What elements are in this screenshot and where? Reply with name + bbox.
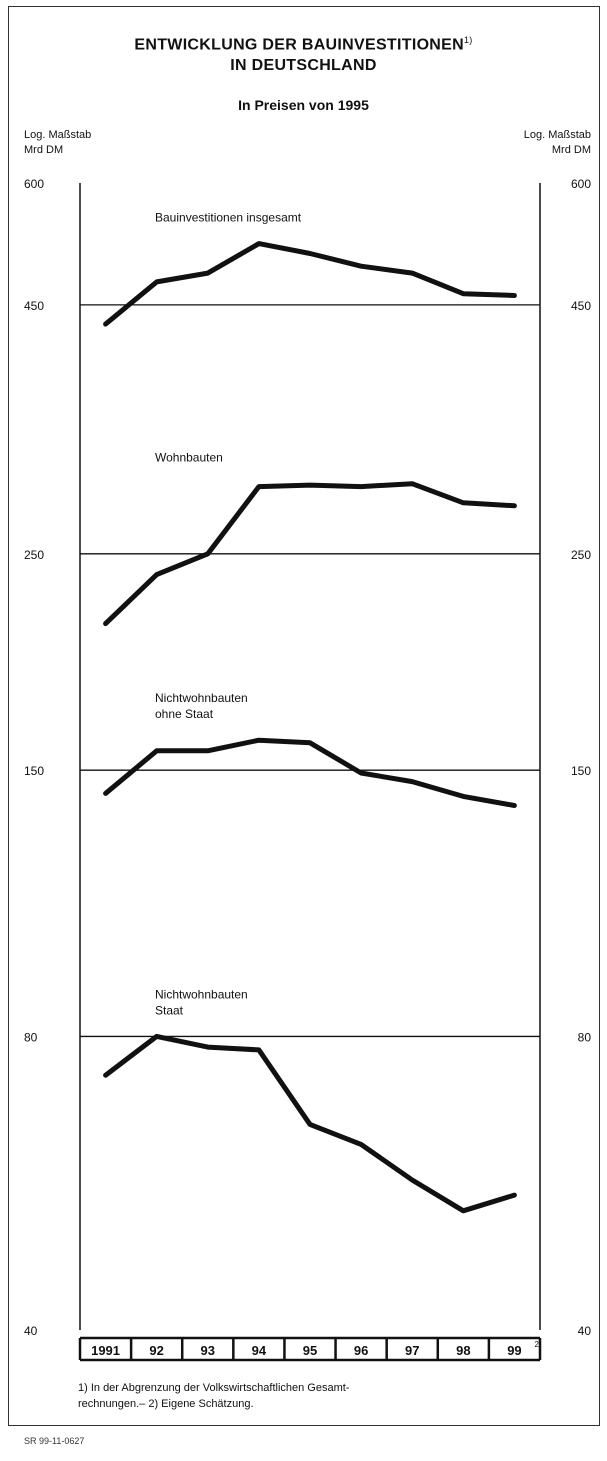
x-tick-label: 1991	[91, 1343, 120, 1358]
x-tick-label: 97	[405, 1343, 419, 1358]
x-tick-label: 96	[354, 1343, 368, 1358]
y-tick-label-left: 600	[24, 177, 44, 191]
y-scale-label-right-line-2: Mrd DM	[551, 144, 591, 156]
x-tick-label: 95	[303, 1343, 317, 1358]
series-line-3	[103, 737, 517, 808]
y-tick-label-right: 150	[571, 764, 591, 778]
y-tick-label-left: 250	[24, 548, 44, 562]
y-scale-label-left: Log. Maßstab Mrd DM	[24, 128, 91, 158]
series-line-1	[103, 241, 517, 327]
series-line-2	[103, 481, 517, 627]
chart-title-line-2: IN DEUTSCHLAND	[230, 57, 377, 74]
y-scale-label-right-line-1: Log. Maßstab	[523, 129, 591, 141]
x-tick-label: 98	[456, 1343, 470, 1358]
series-label-3: Nichtwohnbauten	[155, 691, 248, 705]
x-tick-label: 99	[507, 1343, 521, 1358]
y-tick-label-right: 600	[571, 177, 591, 191]
y-tick-label-right: 40	[578, 1324, 592, 1338]
series-label-2: Wohnbauten	[155, 451, 223, 465]
y-scale-label-left-line-1: Log. Maßstab	[24, 129, 92, 141]
source-id: SR 99-11-0627	[24, 1436, 85, 1446]
chart-subtitle: In Preisen von 1995	[238, 97, 369, 113]
y-tick-label-left: 80	[24, 1030, 38, 1044]
chart-frame	[8, 6, 600, 1426]
footnote-line-2: rechnungen.– 2) Eigene Schätzung.	[78, 1398, 254, 1410]
x-tick-footnote-marker: 2)	[534, 1340, 541, 1349]
footnote: 1) In der Abgrenzung der Volkswirtschaft…	[78, 1380, 548, 1412]
y-scale-label-left-line-2: Mrd DM	[24, 144, 64, 156]
series-label-1: Bauinvestitionen insgesamt	[155, 211, 302, 225]
y-tick-label-left: 150	[24, 764, 44, 778]
y-tick-label-left: 450	[24, 299, 44, 313]
y-tick-label-left: 40	[24, 1324, 38, 1338]
footnote-line-1: 1) In der Abgrenzung der Volkswirtschaft…	[78, 1382, 350, 1394]
x-tick-label: 93	[201, 1343, 215, 1358]
x-tick-label: 94	[252, 1343, 267, 1358]
series-line-4	[103, 1033, 517, 1214]
series-label-4: Staat	[155, 1003, 184, 1017]
y-tick-label-right: 450	[571, 299, 591, 313]
x-tick-label: 92	[149, 1343, 163, 1358]
chart-title-line-1: ENTWICKLUNG DER BAUINVESTITIONEN1)	[0, 35, 607, 54]
series-label-4: Nichtwohnbauten	[155, 987, 248, 1001]
y-tick-label-right: 80	[578, 1030, 592, 1044]
series-label-3: ohne Staat	[155, 707, 214, 721]
title-footnote-marker: 1)	[464, 35, 473, 45]
chart-title-text: ENTWICKLUNG DER BAUINVESTITIONEN	[134, 36, 464, 54]
y-tick-label-right: 250	[571, 548, 591, 562]
y-scale-label-right: Log. Maßstab Mrd DM	[524, 128, 591, 158]
